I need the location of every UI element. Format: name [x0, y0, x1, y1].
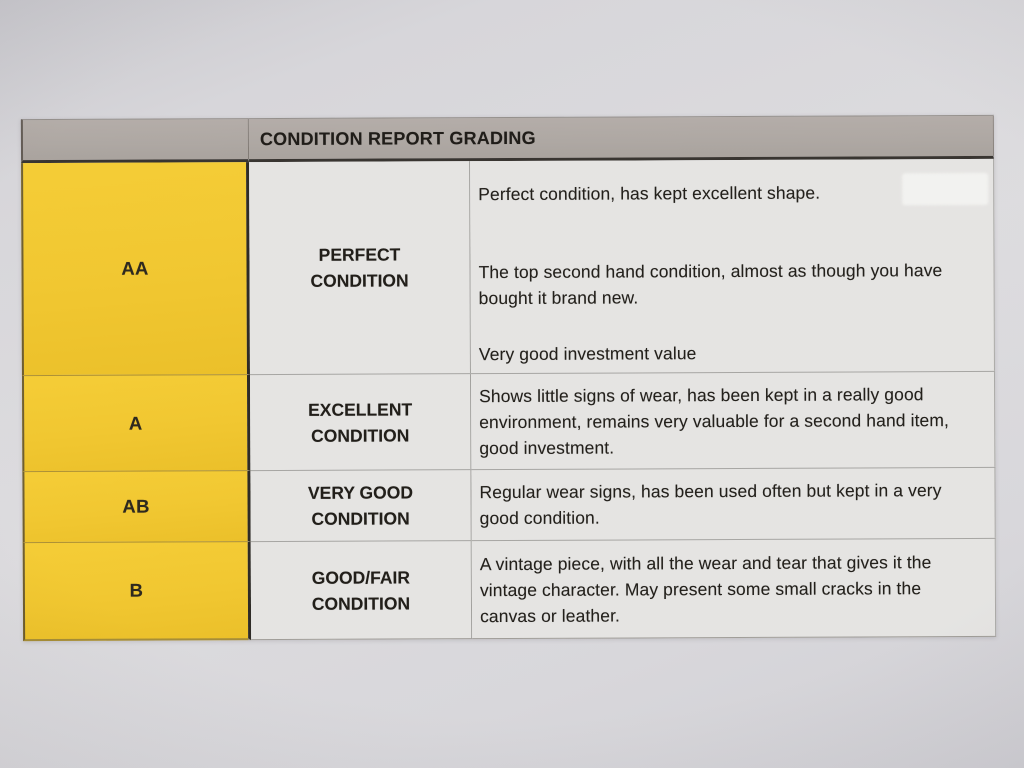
- description-cell-b: A vintage piece, with all the wear and t…: [471, 537, 997, 640]
- description-cell-a: Shows little signs of wear, has been kep…: [470, 370, 996, 470]
- grade-cell-ab: AB: [22, 470, 251, 543]
- description-aa-paragraph-2: The top second hand condition, almost as…: [478, 260, 943, 309]
- description-a: Shows little signs of wear, has been kep…: [479, 383, 950, 458]
- table-title: CONDITION REPORT GRADING: [259, 127, 536, 149]
- whiteout-patch: [902, 172, 989, 206]
- label-cell-perfect-condition: PERFECT CONDITION: [249, 161, 471, 375]
- description-cell-ab: Regular wear signs, has been used often …: [471, 466, 996, 541]
- description-aa-paragraph-1: Perfect condition, has kept excellent sh…: [478, 182, 821, 205]
- header-blank-cell: [20, 118, 250, 164]
- label-good-fair-condition: GOOD/FAIR CONDITION: [311, 566, 411, 614]
- grade-cell-b: B: [22, 541, 252, 642]
- label-excellent-condition: EXCELLENT CONDITION: [308, 398, 413, 446]
- grade-a: A: [128, 412, 143, 434]
- label-perfect-condition: PERFECT CONDITION: [310, 244, 409, 291]
- grade-cell-a: A: [21, 374, 251, 472]
- condition-grading-table: CONDITION REPORT GRADING AA PERFECT COND…: [20, 114, 997, 642]
- table-title-cell: CONDITION REPORT GRADING: [248, 114, 995, 163]
- description-b: A vintage piece, with all the wear and t…: [479, 551, 932, 626]
- label-cell-excellent-condition: EXCELLENT CONDITION: [249, 373, 472, 471]
- label-cell-very-good-condition: VERY GOOD CONDITION: [250, 469, 472, 542]
- description-aa-paragraph-3: Very good investment value: [478, 343, 697, 365]
- description-ab: Regular wear signs, has been used often …: [479, 480, 942, 529]
- grade-b: B: [129, 579, 144, 601]
- grade-cell-aa: AA: [21, 162, 250, 376]
- grade-ab: AB: [122, 495, 150, 517]
- grade-aa: AA: [121, 257, 149, 279]
- label-very-good-condition: VERY GOOD CONDITION: [307, 482, 414, 529]
- label-cell-good-fair-condition: GOOD/FAIR CONDITION: [250, 540, 473, 641]
- description-cell-aa: Perfect condition, has kept excellent sh…: [470, 158, 995, 374]
